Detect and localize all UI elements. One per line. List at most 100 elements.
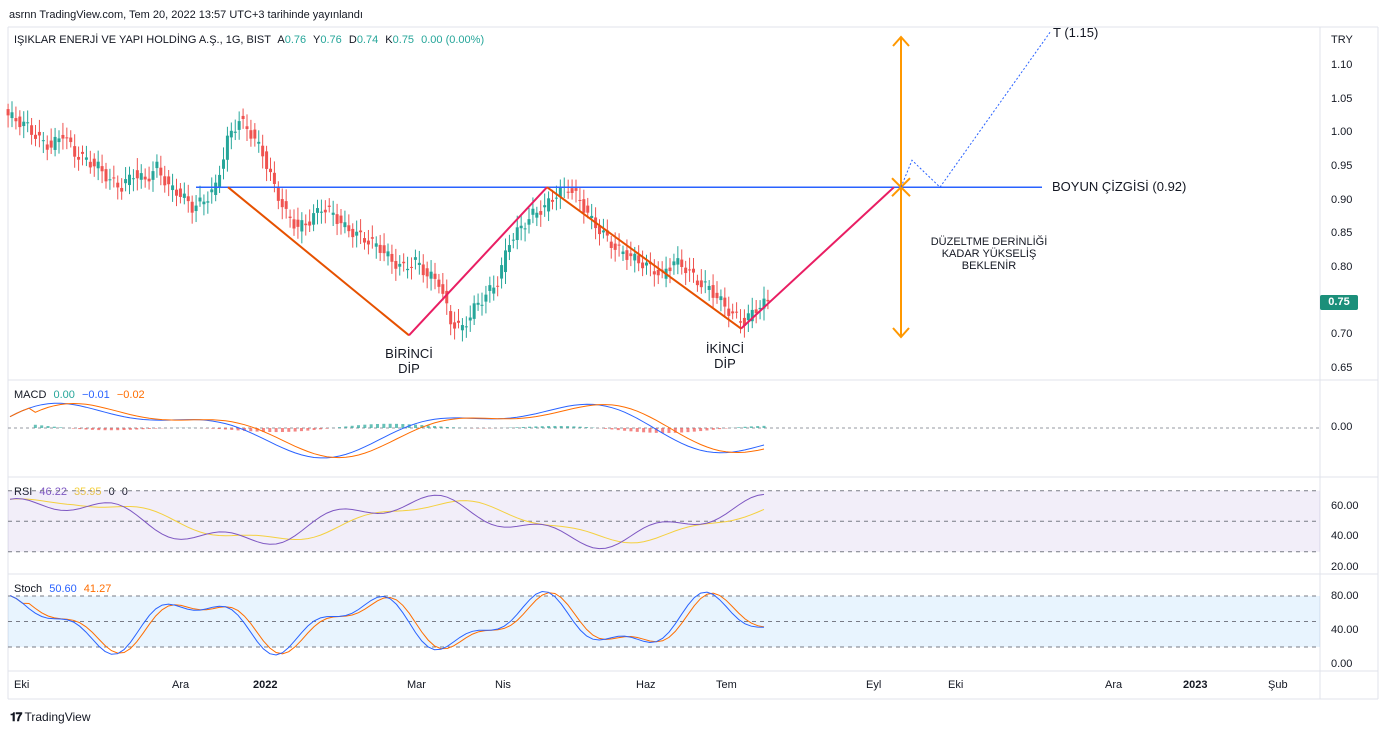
candle-body xyxy=(496,285,500,287)
candle-body xyxy=(711,285,715,298)
candle-body xyxy=(151,171,155,180)
candle-body xyxy=(758,307,762,310)
macd-histogram-bar xyxy=(692,428,696,432)
pattern-right-down xyxy=(546,186,742,330)
candle-body xyxy=(578,199,582,201)
price-tick: 0.85 xyxy=(1331,227,1353,240)
macd-histogram-bar xyxy=(337,427,341,428)
tradingview-logo[interactable]: 𝟏𝟕 TradingView xyxy=(10,710,91,725)
macd-histogram-bar xyxy=(401,424,405,428)
second-bottom-label: İKİNCİ DİP xyxy=(690,341,760,371)
candle-body xyxy=(178,188,182,197)
candle-body xyxy=(445,290,449,304)
rsi-label: RSI xyxy=(14,486,33,498)
macd-histogram-bar xyxy=(572,426,576,428)
candle-body xyxy=(53,136,57,150)
candle-body xyxy=(621,251,625,255)
macd-histogram-bar xyxy=(604,428,608,429)
candle-body xyxy=(81,151,84,154)
candle-body xyxy=(171,185,175,191)
time-tick: 2022 xyxy=(253,679,278,691)
rsi-axis-tick-60: 60.00 xyxy=(1331,500,1359,512)
candle-body xyxy=(425,268,429,277)
candle-body xyxy=(276,187,280,201)
macd-histogram-bar xyxy=(718,428,722,430)
candle-body xyxy=(65,137,69,139)
macd-histogram-bar xyxy=(528,426,532,428)
stoch-legend[interactable]: Stoch 50.60 41.27 xyxy=(14,583,115,595)
macd-histogram-bar xyxy=(78,428,82,430)
candle-body xyxy=(351,228,355,238)
candle-body xyxy=(429,271,433,279)
candle-body xyxy=(637,255,641,264)
candle-body xyxy=(750,309,754,322)
candle-body xyxy=(339,215,343,224)
macd-legend[interactable]: MACD 0.00 −0.01 −0.02 xyxy=(14,389,149,401)
candle-body xyxy=(34,134,37,139)
rsi-legend[interactable]: RSI 46.22 35.95 0 0 xyxy=(14,486,132,498)
candle-body xyxy=(590,215,594,219)
macd-histogram-bar xyxy=(33,424,37,428)
pattern-left-down xyxy=(227,186,410,337)
candle-body xyxy=(241,115,245,119)
macd-histogram-bar xyxy=(46,426,50,428)
candle-body xyxy=(652,271,656,275)
macd-label: MACD xyxy=(14,389,47,401)
candle-body xyxy=(511,239,515,241)
macd-histogram-bar xyxy=(515,427,519,428)
macd-histogram-bar xyxy=(103,428,107,431)
macd-histogram-bar xyxy=(452,427,456,428)
macd-histogram-bar xyxy=(699,428,703,432)
candle-body xyxy=(206,201,210,203)
low-label: D xyxy=(348,34,357,46)
candle-body xyxy=(433,273,437,279)
macd-signal-line xyxy=(9,402,765,459)
candle-body xyxy=(754,309,758,314)
macd-histogram-bar xyxy=(578,426,582,428)
macd-histogram-bar xyxy=(40,425,44,428)
candle-body xyxy=(558,187,562,197)
candle-body xyxy=(57,138,61,143)
correction-line1: DÜZELTME DERİNLİĞİ xyxy=(930,236,1048,248)
candle-body xyxy=(316,208,319,213)
macd-histogram-bar xyxy=(648,428,652,433)
first-bottom-label: BİRİNCİ DİP xyxy=(372,346,446,376)
candle-body xyxy=(457,320,460,323)
candle-body xyxy=(92,158,96,167)
candle-body xyxy=(147,178,151,182)
main-legend: IŞIKLAR ENERJİ VE YAPI HOLDİNG A.Ş., 1G,… xyxy=(14,34,488,46)
candle-body xyxy=(410,266,413,268)
time-tick: Eki xyxy=(948,679,964,691)
candle-body xyxy=(237,121,241,130)
candle-body xyxy=(688,269,692,271)
macd-histogram-bar xyxy=(236,428,240,431)
symbol-name[interactable]: IŞIKLAR ENERJİ VE YAPI HOLDİNG A.Ş., 1G,… xyxy=(14,34,271,46)
stoch-d-value: 41.27 xyxy=(83,583,112,595)
macd-histogram-bar xyxy=(299,428,303,432)
time-tick: 2023 xyxy=(1183,679,1208,691)
macd-histogram-bar xyxy=(540,426,544,428)
candle-body xyxy=(605,230,609,236)
rsi-ma-value: 35.95 xyxy=(74,486,102,498)
candle-body xyxy=(167,176,171,185)
stoch-axis-tick-80: 80.00 xyxy=(1331,590,1359,602)
first-bottom-line2: DİP xyxy=(398,361,420,376)
candle-body xyxy=(272,172,276,184)
candle-body xyxy=(300,220,304,232)
macd-histogram-bar xyxy=(344,426,348,428)
macd-histogram-bar xyxy=(585,427,589,428)
candle-body xyxy=(547,198,551,212)
candle-body xyxy=(551,199,554,202)
macd-histogram-bar xyxy=(521,426,525,428)
candle-body xyxy=(531,208,535,215)
close-value: 0.75 xyxy=(392,34,415,46)
candle-body xyxy=(613,243,617,250)
macd-histogram-bar xyxy=(223,428,227,430)
candle-body xyxy=(676,258,680,265)
macd-histogram-bar xyxy=(141,428,145,430)
candle-body xyxy=(186,196,190,202)
price-tick: 0.95 xyxy=(1331,160,1353,172)
candle-body xyxy=(735,311,739,313)
candle-body xyxy=(523,228,527,230)
